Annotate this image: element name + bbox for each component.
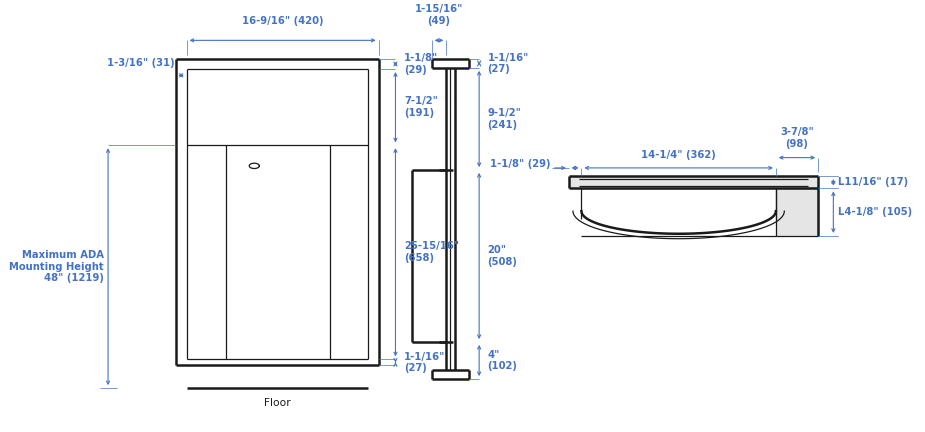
Text: 1-1/16"
(27): 1-1/16" (27) — [487, 53, 529, 74]
Text: 1-1/8" (29): 1-1/8" (29) — [489, 159, 550, 169]
Bar — [569, 176, 818, 188]
Text: 1-15/16"
(49): 1-15/16" (49) — [414, 4, 463, 26]
Text: 1-3/16" (31): 1-3/16" (31) — [106, 58, 181, 68]
Text: 16-9/16" (420): 16-9/16" (420) — [241, 16, 324, 26]
Text: Floor: Floor — [264, 398, 290, 408]
Text: 3-7/8"
(98): 3-7/8" (98) — [780, 127, 814, 149]
Text: 1-1/8"
(29): 1-1/8" (29) — [404, 53, 438, 75]
Text: L4-1/8" (105): L4-1/8" (105) — [837, 207, 912, 217]
Text: 4"
(102): 4" (102) — [487, 349, 517, 371]
Text: 20"
(508): 20" (508) — [487, 245, 517, 267]
Text: L11/16" (17): L11/16" (17) — [837, 177, 907, 187]
Text: 9-1/2"
(241): 9-1/2" (241) — [487, 108, 522, 130]
Text: 1-1/16"
(27): 1-1/16" (27) — [404, 352, 445, 373]
Text: 25-15/16"
(658): 25-15/16" (658) — [404, 241, 459, 263]
Bar — [776, 188, 818, 236]
Text: 7-1/2"
(191): 7-1/2" (191) — [404, 96, 438, 118]
Text: Maximum ADA
Mounting Height
48" (1219): Maximum ADA Mounting Height 48" (1219) — [9, 250, 104, 283]
Text: 14-1/4" (362): 14-1/4" (362) — [641, 150, 716, 160]
